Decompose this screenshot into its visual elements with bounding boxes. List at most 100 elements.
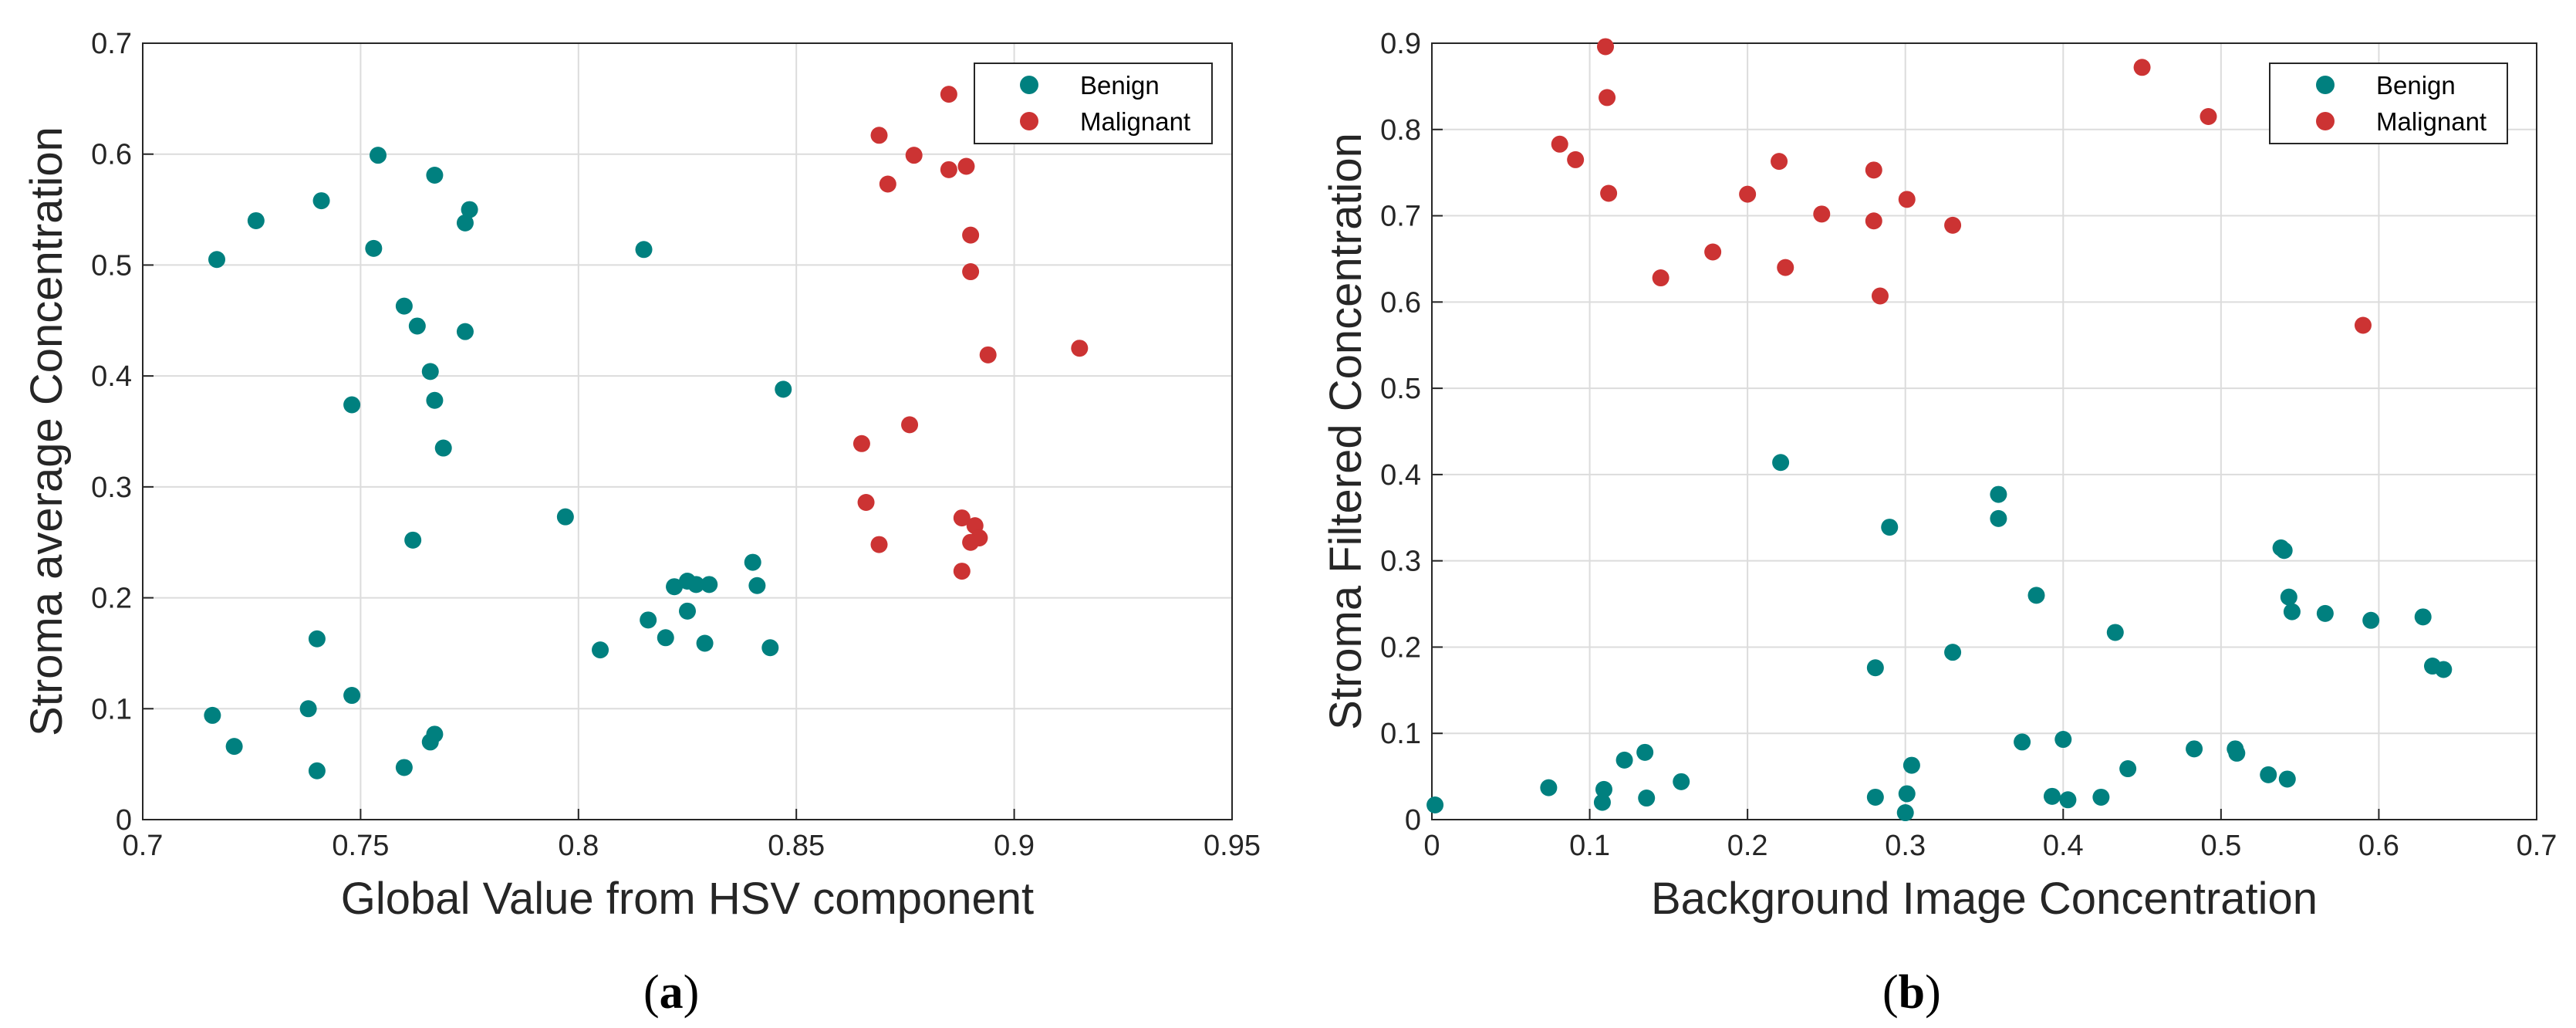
chart-b-point-malignant bbox=[1813, 205, 1831, 223]
chart-b-y-tick-label: 0.8 bbox=[1380, 114, 1421, 147]
chart-b-legend-marker-benign bbox=[2316, 76, 2335, 94]
chart-a-point-benign bbox=[312, 192, 330, 210]
chart-a-point-benign bbox=[343, 396, 361, 414]
chart-a-point-benign bbox=[748, 577, 766, 594]
chart-b-y-tick-label: 0.1 bbox=[1380, 718, 1421, 750]
chart-b-point-malignant bbox=[2133, 59, 2151, 76]
chart-a-point-malignant bbox=[901, 416, 919, 434]
chart-b-x-tick-label: 0.1 bbox=[1569, 830, 1610, 862]
chart-b-point-malignant bbox=[1865, 161, 1882, 179]
chart-a-point-benign bbox=[434, 439, 452, 457]
chart-b-point-malignant bbox=[1704, 243, 1722, 261]
chart-b-point-benign bbox=[1772, 454, 1790, 472]
chart-b-point-benign bbox=[1673, 773, 1690, 790]
chart-a-x-tick-label: 0.8 bbox=[558, 830, 599, 862]
chart-a-point-malignant bbox=[962, 263, 980, 281]
chart-a-point-malignant bbox=[1071, 340, 1089, 357]
chart-b-y-tick-label: 0.9 bbox=[1380, 28, 1421, 60]
chart-a-y-tick-label: 0.4 bbox=[91, 360, 132, 393]
chart-b-point-benign bbox=[1896, 804, 1914, 822]
chart-a-legend: Benign Malignant bbox=[974, 63, 1213, 144]
chart-b-legend-marker-malignant bbox=[2316, 112, 2335, 130]
chart-a-point-malignant bbox=[852, 435, 870, 452]
chart-a-point-benign bbox=[761, 639, 779, 657]
chart-a-point-benign bbox=[426, 167, 444, 184]
chart-b-point-benign bbox=[2014, 733, 2031, 751]
chart-b-point-benign bbox=[2043, 787, 2061, 805]
chart-a-point-malignant bbox=[870, 127, 888, 144]
chart-b-legend-malignant: Malignant bbox=[2376, 107, 2487, 136]
chart-a-point-malignant bbox=[905, 147, 923, 164]
chart-b-panel-letter: b bbox=[1899, 966, 1925, 1019]
chart-b-point-benign bbox=[1866, 788, 1884, 806]
chart-b-point-malignant bbox=[1777, 259, 1794, 276]
chart-a-point-malignant bbox=[962, 226, 980, 244]
chart-b-point-malignant bbox=[1771, 153, 1788, 171]
chart-a-point-benign bbox=[461, 201, 478, 218]
chart-b-y-tick-label: 0.5 bbox=[1380, 373, 1421, 405]
chart-b-point-benign bbox=[2027, 587, 2045, 604]
chart-b-point-benign bbox=[2092, 788, 2110, 806]
chart-a-panel-label: (a) bbox=[643, 966, 699, 1019]
chart-b-point-benign bbox=[1902, 756, 1920, 774]
chart-a-legend-marker-malignant bbox=[1020, 112, 1038, 130]
chart-a-point-benign bbox=[775, 380, 792, 398]
chart-b-x-tick-label: 0 bbox=[1423, 830, 1440, 862]
chart-a-point-benign bbox=[421, 733, 439, 751]
chart-a-points bbox=[204, 86, 1089, 779]
chart-a-point-benign bbox=[687, 576, 705, 593]
chart-a-point-benign bbox=[696, 634, 714, 652]
chart-b-y-tick-label: 0.6 bbox=[1380, 286, 1421, 319]
chart-b-x-tick-label: 0.5 bbox=[2200, 830, 2241, 862]
chart-a-point-benign bbox=[421, 363, 439, 380]
chart-b-point-malignant bbox=[1597, 38, 1615, 56]
chart-a-point-benign bbox=[204, 706, 221, 724]
chart-b-points bbox=[1426, 38, 2453, 822]
chart-a-y-tick-label: 0.2 bbox=[91, 583, 132, 615]
chart-b-point-malignant bbox=[1599, 89, 1616, 107]
chart-a: 0.7 0.75 0.8 0.85 0.9 0.95 0 0.1 0.2 0.3 0.4 0.5 0.… bbox=[22, 28, 1261, 1019]
chart-a-point-benign bbox=[369, 147, 387, 164]
chart-a-point-benign bbox=[299, 700, 317, 718]
chart-b-grid bbox=[1431, 42, 2537, 820]
chart-b-point-malignant bbox=[1865, 212, 1882, 230]
chart-b-point-benign bbox=[1866, 659, 1884, 677]
chart-a-x-ticks: 0.7 0.75 0.8 0.85 0.9 0.95 bbox=[123, 809, 1261, 862]
chart-b-point-malignant bbox=[1600, 184, 1618, 202]
chart-a-point-malignant bbox=[940, 86, 957, 103]
chart-a-point-benign bbox=[456, 214, 474, 232]
chart-b-point-malignant bbox=[1739, 185, 1757, 203]
chart-a-point-benign bbox=[640, 611, 657, 629]
chart-b-y-tick-label: 0.7 bbox=[1380, 201, 1421, 233]
chart-b-point-benign bbox=[2414, 608, 2432, 626]
chart-a-legend-malignant: Malignant bbox=[1080, 107, 1190, 136]
chart-b-legend-box bbox=[2269, 63, 2508, 144]
chart-b-point-benign bbox=[1615, 751, 1633, 769]
chart-a-y-ticks: 0 0.1 0.2 0.3 0.4 0.5 0.6 0.7 bbox=[91, 28, 154, 837]
chart-b-point-benign bbox=[2278, 770, 2296, 788]
chart-a-y-tick-label: 0.7 bbox=[91, 28, 132, 60]
chart-b-point-benign bbox=[1636, 743, 1654, 761]
chart-a-x-tick-label: 0.75 bbox=[332, 830, 389, 862]
chart-b-point-malignant bbox=[1551, 135, 1568, 153]
chart-b-point-benign bbox=[1944, 644, 1962, 661]
chart-b-point-malignant bbox=[1944, 216, 1962, 234]
chart-a-point-benign bbox=[308, 630, 326, 648]
chart-a-panel-letter: a bbox=[660, 966, 684, 1019]
chart-a-y-tick-label: 0.3 bbox=[91, 472, 132, 504]
chart-b-point-benign bbox=[1990, 485, 2007, 503]
chart-b-x-tick-label: 0.2 bbox=[1727, 830, 1768, 862]
chart-b-point-malignant bbox=[1567, 150, 1585, 168]
chart-a-point-benign bbox=[635, 241, 653, 259]
chart-b-legend-benign: Benign bbox=[2376, 71, 2456, 100]
chart-a-point-benign bbox=[395, 297, 413, 315]
chart-b-y-tick-label: 0.4 bbox=[1380, 459, 1421, 492]
chart-b-point-benign bbox=[2435, 661, 2453, 678]
chart-a-point-malignant bbox=[870, 536, 888, 553]
chart-a-point-benign bbox=[404, 531, 422, 549]
chart-a-point-benign bbox=[408, 317, 426, 335]
chart-a-point-benign bbox=[343, 687, 361, 705]
chart-b-point-malignant bbox=[1871, 287, 1889, 305]
chart-b-point-benign bbox=[1540, 779, 1558, 796]
